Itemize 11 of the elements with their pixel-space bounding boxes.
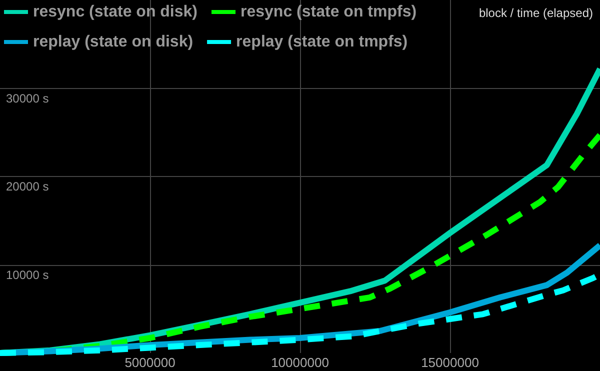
legend-label: resync (state on tmpfs) (240, 4, 417, 20)
x-tick-label: 5000000 (124, 355, 176, 370)
legend-label: resync (state on disk) (33, 4, 198, 20)
legend-label: replay (state on tmpfs) (236, 34, 408, 50)
text: block / time (elapsed) (478, 6, 594, 20)
y-tick-label: 30000 s (6, 91, 49, 106)
y-tick-label: 10000 s (6, 268, 49, 282)
legend-label: replay (state on disk) (33, 34, 194, 50)
y-tick-label: 20000 s (6, 180, 49, 194)
x-tick-label: 10000000 (271, 355, 329, 370)
x-tick-label: 15000000 (421, 355, 479, 370)
